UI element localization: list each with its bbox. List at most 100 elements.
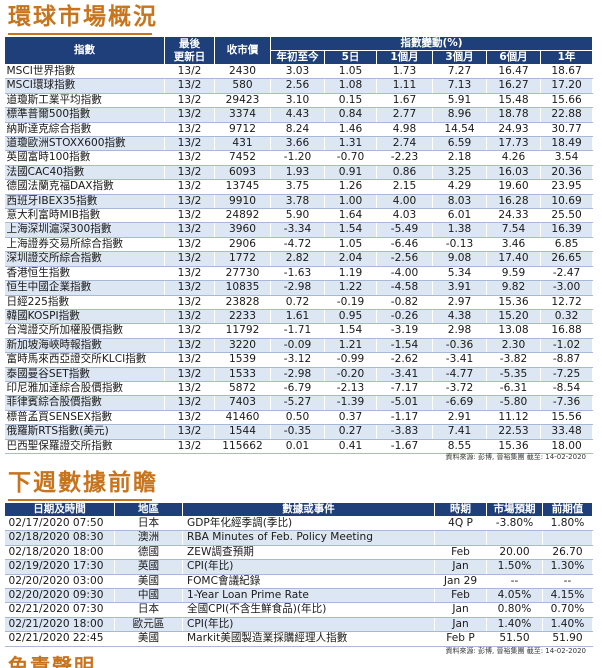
value-cell: -2.47 <box>540 266 594 282</box>
header-1y: 1年 <box>539 50 594 65</box>
datetime-cell: 02/21/2020 22:45 <box>4 631 115 647</box>
value-cell: 1.05 <box>324 237 377 253</box>
value-cell: 15.48 <box>486 93 541 109</box>
value-cell: 13/2 <box>164 251 215 267</box>
table-row: 02/17/2020 07:50 日本 GDP年化經季調(季比) 4Q P -3.80%… <box>4 516 593 532</box>
value-cell: 3.46 <box>486 237 541 253</box>
value-cell: -1.71 <box>270 323 325 339</box>
source-note-2: 資料來源: 彭博, 晉裕集團 截至: 14-02-2020 <box>445 647 586 655</box>
value-cell: 18.00 <box>540 439 594 454</box>
value-cell: 9.08 <box>432 251 487 267</box>
value-cell: 13/2 <box>164 222 215 238</box>
index-name-cell: 菲律賓綜合股價指數 <box>4 395 165 411</box>
table-row: 英國富時100指數 13/2 7452 -1.20 -0.70 -2.23 2.18 4.26… <box>4 150 594 166</box>
index-name-cell: 恒生中國企業指數 <box>4 280 165 296</box>
previous-cell: -- <box>542 574 593 590</box>
value-cell: 20.36 <box>540 165 594 181</box>
value-cell: 8.24 <box>270 122 325 138</box>
value-cell: 1.05 <box>324 64 377 80</box>
index-name-cell: 西班牙IBEX35指數 <box>4 194 165 210</box>
region-cell: 歐元區 <box>114 617 183 633</box>
table-row: 香港恒生指數 13/2 27730 -1.63 1.19 -4.00 5.34 9.59 -2.… <box>4 266 594 282</box>
value-cell: 1544 <box>214 424 271 440</box>
value-cell: 8.96 <box>432 107 487 123</box>
value-cell: 13/2 <box>164 122 215 138</box>
value-cell: 2906 <box>214 237 271 253</box>
region-cell: 德國 <box>114 545 183 561</box>
value-cell: 6.01 <box>432 208 487 224</box>
value-cell: 16.88 <box>540 323 594 339</box>
event-cell: CPI(年比) <box>182 559 435 575</box>
value-cell: -0.99 <box>324 352 377 368</box>
value-cell: 13/2 <box>164 338 215 354</box>
value-cell: 0.41 <box>324 439 377 454</box>
value-cell: 9712 <box>214 122 271 138</box>
value-cell: -7.17 <box>376 381 433 397</box>
value-cell: -8.54 <box>540 381 594 397</box>
table-row: 西班牙IBEX35指數 13/2 9910 3.78 1.00 4.00 8.03 16.28… <box>4 194 594 210</box>
value-cell: 0.37 <box>324 410 377 426</box>
value-cell: 8.55 <box>432 439 487 454</box>
value-cell: 16.03 <box>486 165 541 181</box>
market-overview-title: 環球市場概況 <box>8 4 158 30</box>
index-name-cell: 泰國曼谷SET指數 <box>4 367 165 382</box>
table-row: 泰國曼谷SET指數 13/2 1533 -2.98 -0.20 -3.41 -4.77 -5.… <box>4 367 594 382</box>
value-cell: 17.73 <box>486 136 541 152</box>
value-cell: 9.82 <box>486 280 541 296</box>
header-forecast: 市場預期 <box>486 502 543 517</box>
index-name-cell: 標普孟買SENSEX指數 <box>4 410 165 426</box>
value-cell: 8.03 <box>432 194 487 210</box>
index-name-cell: 富時馬來西亞證交所KLCI指數 <box>4 352 165 368</box>
table-row: 納斯達克綜合指數 13/2 9712 8.24 1.46 4.98 14.54 24.93 30… <box>4 122 594 138</box>
value-cell: 0.72 <box>270 295 325 310</box>
value-cell: 6.59 <box>432 136 487 152</box>
value-cell: 27730 <box>214 266 271 282</box>
index-name-cell: 印尼雅加達綜合股價指數 <box>4 381 165 397</box>
index-name-cell: 深圳證交所綜合指數 <box>4 251 165 267</box>
value-cell: 13/2 <box>164 93 215 109</box>
table-row: 韓國KOSPI指數 13/2 2233 1.61 0.95 -0.26 4.38 15.20 0… <box>4 309 594 325</box>
value-cell: -6.69 <box>432 395 487 411</box>
index-name-cell: 納斯達克綜合指數 <box>4 122 165 138</box>
value-cell: 11792 <box>214 323 271 339</box>
header-1m: 1個月 <box>376 50 433 65</box>
value-cell: 13/2 <box>164 309 215 325</box>
table-row: 巴西聖保羅證交所指數 13/2 115662 0.01 0.41 -1.67 8.55 15.… <box>4 439 594 454</box>
value-cell: 4.38 <box>432 309 487 325</box>
value-cell: 5.90 <box>270 208 325 224</box>
value-cell: 13/2 <box>164 266 215 282</box>
value-cell: 29423 <box>214 93 271 109</box>
table-row: 法國CAC40指數 13/2 6093 1.93 0.91 0.86 3.25 16.03 20… <box>4 165 594 181</box>
value-cell: 19.60 <box>486 179 541 195</box>
value-cell: 13/2 <box>164 352 215 368</box>
datetime-cell: 02/21/2020 18:00 <box>4 617 115 633</box>
table-row: 上海深圳滬深300指數 13/2 3960 -3.34 1.54 -5.49 1.38 7.5… <box>4 222 594 238</box>
value-cell: 22.88 <box>540 107 594 123</box>
value-cell: 2.15 <box>376 179 433 195</box>
value-cell: 15.36 <box>486 439 541 454</box>
table-row: 02/20/2020 09:30 中國 1-Year Loan Prime Rate… <box>4 588 593 604</box>
value-cell: -3.41 <box>432 352 487 368</box>
value-cell: -3.19 <box>376 323 433 339</box>
value-cell: 16.39 <box>540 222 594 238</box>
value-cell: -5.80 <box>486 395 541 411</box>
index-name-cell: MSCI環球指數 <box>4 78 165 94</box>
value-cell: 15.66 <box>540 93 594 109</box>
value-cell: 4.26 <box>486 150 541 166</box>
value-cell: 0.50 <box>270 410 325 426</box>
table-row: 新加坡海峽時報指數 13/2 3220 -0.09 1.21 -1.54 -0.36 2.30… <box>4 338 594 354</box>
value-cell: 1.08 <box>324 78 377 94</box>
value-cell: 2.30 <box>486 338 541 354</box>
table-row: 上海證券交易所綜合指數 13/2 2906 -4.72 1.05 -6.46 -0.13 3.… <box>4 237 594 253</box>
table-row: 02/20/2020 03:00 美國 FOMC會議紀錄 Jan 29 -- -- <box>4 574 593 590</box>
value-cell: 7.54 <box>486 222 541 238</box>
value-cell: 1.46 <box>324 122 377 138</box>
table-row: 台灣證交所加權股價指數 13/2 11792 -1.71 1.54 -3.19 2.98 13… <box>4 323 594 339</box>
market-overview-title-block: 環球市場概況 <box>8 4 158 35</box>
period-cell: Jan 29 <box>434 574 487 590</box>
previous-cell: 4.15% <box>542 588 593 604</box>
table-row: 02/18/2020 18:00 德國 ZEW調查預期 Feb 20.00 26.70 <box>4 545 593 561</box>
index-name-cell: 道瓊斯工業平均指數 <box>4 93 165 109</box>
value-cell: 24892 <box>214 208 271 224</box>
market-overview-table: 指數 最後 更新日 收市價 指數變動(%) 年初至今 5日 1個月 3個月 6個… <box>4 36 594 454</box>
